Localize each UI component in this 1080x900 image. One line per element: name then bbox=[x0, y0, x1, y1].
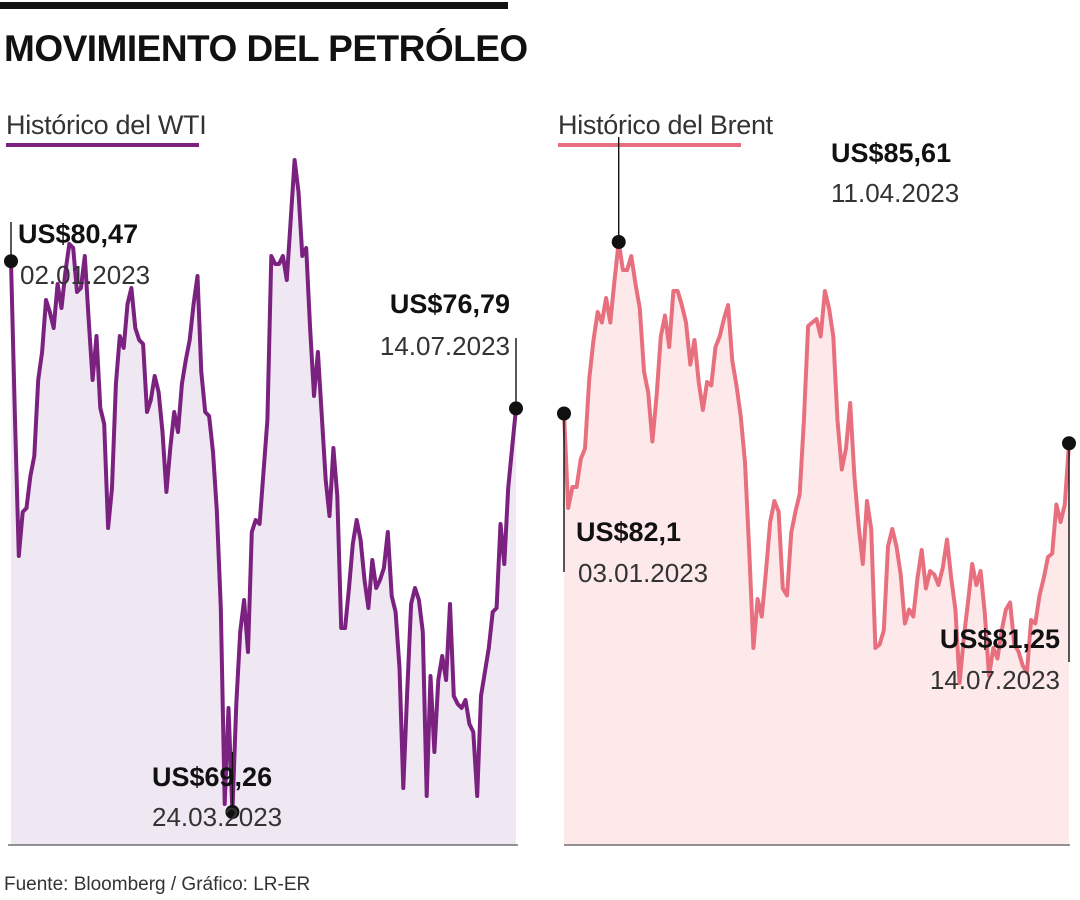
brent-end-value: US$81,25 bbox=[940, 624, 1060, 654]
wti-end-value: US$76,79 bbox=[390, 289, 510, 319]
infographic-title: MOVIMIENTO DEL PETRÓLEO bbox=[4, 28, 528, 69]
wti-end-date: 14.07.2023 bbox=[380, 331, 510, 361]
brent-max-marker bbox=[611, 235, 626, 249]
brent-end-date: 14.07.2023 bbox=[930, 665, 1060, 695]
brent-end-marker bbox=[1062, 436, 1076, 451]
wti-title-underline bbox=[6, 143, 199, 147]
title-top-bar bbox=[0, 2, 508, 9]
wti-series-line bbox=[9, 158, 518, 814]
brent-start-value: US$82,1 bbox=[576, 517, 681, 547]
wti-min-date: 24.03.2023 bbox=[152, 802, 282, 832]
brent-start-date: 03.01.2023 bbox=[578, 558, 708, 588]
wti-end-marker bbox=[509, 401, 523, 416]
brent-chart: US$82,1 03.01.2023 US$85,61 11.04.2023 U… bbox=[557, 137, 1076, 846]
wti-min-value: US$69,26 bbox=[152, 762, 272, 792]
wti-start-marker bbox=[4, 254, 18, 269]
brent-area-fill bbox=[564, 242, 1069, 845]
wti-area-fill bbox=[11, 160, 516, 845]
wti-start-value: US$80,47 bbox=[18, 219, 138, 249]
brent-title-underline bbox=[558, 143, 741, 147]
wti-chart-title: Histórico del WTI bbox=[6, 110, 207, 140]
source-credit: Fuente: Bloomberg / Gráfico: LR-ER bbox=[4, 874, 311, 895]
wti-chart: US$80,47 02.01.2023 US$69,26 24.03.2023 … bbox=[4, 158, 523, 846]
wti-min-marker bbox=[225, 805, 240, 819]
wti-start-date: 02.01.2023 bbox=[20, 260, 150, 290]
brent-chart-title: Histórico del Brent bbox=[558, 110, 773, 140]
brent-start-marker bbox=[557, 406, 571, 421]
brent-max-date: 11.04.2023 bbox=[831, 178, 959, 208]
brent-series-line bbox=[562, 240, 1071, 685]
brent-max-value: US$85,61 bbox=[831, 138, 951, 168]
